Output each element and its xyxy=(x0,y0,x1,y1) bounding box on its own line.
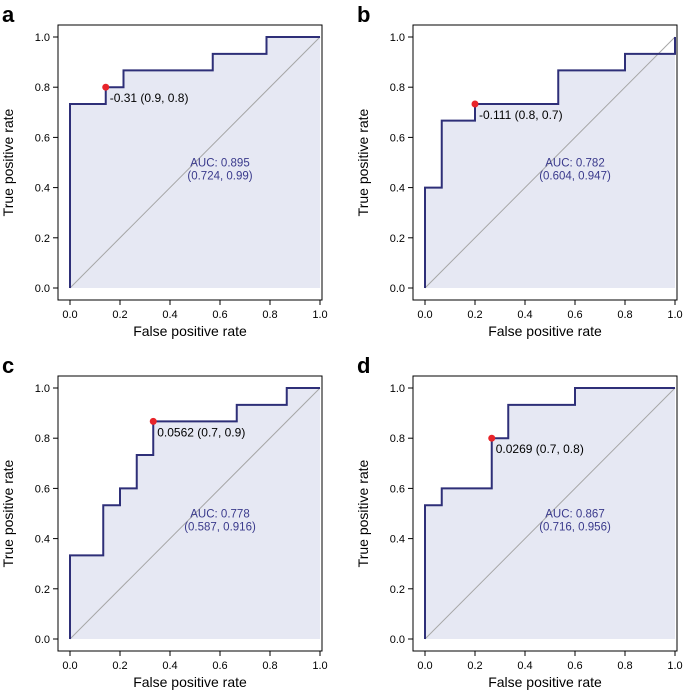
y-tick-label: 0.8 xyxy=(390,82,405,94)
auc-value-label: AUC: 0.895 xyxy=(190,157,249,169)
y-tick-label: 0.4 xyxy=(390,534,405,546)
optimal-cut-point xyxy=(102,83,110,91)
x-tick-label: 0.8 xyxy=(617,660,632,672)
cut-point-label: 0.0269 (0.7, 0.8) xyxy=(496,442,584,456)
y-tick-label: 0.6 xyxy=(390,483,405,495)
x-tick-label: 0.2 xyxy=(467,660,482,672)
y-tick-label: 0.4 xyxy=(35,183,50,195)
x-axis-label: False positive rate xyxy=(488,323,602,339)
cut-point-label: -0.31 (0.9, 0.8) xyxy=(110,91,189,105)
y-tick-label: 0.0 xyxy=(35,634,50,646)
y-axis-label: True positive rate xyxy=(355,108,371,216)
plot-frame xyxy=(57,24,323,301)
x-tick-label: 0.6 xyxy=(567,660,582,672)
x-tick-label: 0.2 xyxy=(112,660,127,672)
x-tick-label: 0.8 xyxy=(262,309,277,321)
panel-letter: c xyxy=(2,353,14,378)
y-tick-label: 0.4 xyxy=(35,534,50,546)
x-tick-label: 0.0 xyxy=(417,309,432,321)
x-tick-label: 0.6 xyxy=(212,660,227,672)
optimal-cut-point xyxy=(471,100,479,108)
y-tick-label: 0.4 xyxy=(390,183,405,195)
y-tick-label: 0.8 xyxy=(35,433,50,445)
plot-frame xyxy=(412,375,678,652)
plot-frame xyxy=(412,24,678,301)
y-tick-label: 0.0 xyxy=(390,283,405,295)
y-tick-label: 0.8 xyxy=(390,433,405,445)
x-tick-label: 0.8 xyxy=(617,309,632,321)
x-tick-label: 0.4 xyxy=(517,309,532,321)
plot-frame xyxy=(57,375,323,652)
diagonal-reference-line xyxy=(69,387,321,640)
auc-ci-label: (0.716, 0.956) xyxy=(539,521,611,533)
y-tick-label: 1.0 xyxy=(390,32,405,44)
auc-ci-label: (0.724, 0.99) xyxy=(187,170,252,182)
y-tick-label: 0.2 xyxy=(390,584,405,596)
cut-point-label: 0.0562 (0.7, 0.9) xyxy=(157,425,245,439)
x-tick-label: 0.4 xyxy=(162,309,177,321)
x-tick-label: 0.2 xyxy=(112,309,127,321)
y-tick-label: 0.8 xyxy=(35,82,50,94)
roc-curve xyxy=(424,37,676,288)
x-tick-label: 0.4 xyxy=(162,660,177,672)
cut-point-label: -0.111 (0.8, 0.7) xyxy=(479,108,563,122)
x-tick-label: 0.6 xyxy=(212,309,227,321)
optimal-cut-point xyxy=(488,434,496,442)
roc-curve xyxy=(69,387,320,639)
diagonal-reference-line xyxy=(424,387,676,640)
x-tick-label: 1.0 xyxy=(312,309,327,321)
roc-curve xyxy=(69,36,320,288)
y-tick-label: 1.0 xyxy=(390,383,405,395)
x-tick-label: 0.0 xyxy=(417,660,432,672)
x-tick-label: 0.0 xyxy=(62,309,77,321)
x-tick-label: 1.0 xyxy=(667,309,682,321)
y-tick-label: 0.0 xyxy=(35,283,50,295)
y-tick-label: 1.0 xyxy=(35,383,50,395)
y-tick-label: 0.6 xyxy=(35,483,50,495)
diagonal-reference-line xyxy=(69,36,321,289)
x-axis-label: False positive rate xyxy=(133,323,247,339)
roc-panel-d: d 0.0 0.0 0.2 0.2 0.4 0.4 0.6 0.6 0.8 0.8 1.0 1.0 Fal… xyxy=(355,353,683,690)
x-tick-label: 0.8 xyxy=(262,660,277,672)
x-tick-label: 1.0 xyxy=(667,660,682,672)
auc-value-label: AUC: 0.782 xyxy=(545,157,604,169)
x-tick-label: 1.0 xyxy=(312,660,327,672)
panel-letter: b xyxy=(357,2,370,27)
y-tick-label: 0.0 xyxy=(390,634,405,646)
panel-letter: d xyxy=(357,353,370,378)
x-axis-label: False positive rate xyxy=(488,674,602,690)
panel-letter: a xyxy=(2,2,15,27)
roc-panel-c: c 0.0 0.0 0.2 0.2 0.4 0.4 0.6 0.6 0.8 0.8 1.0 1.0 Fal… xyxy=(0,353,328,690)
optimal-cut-point xyxy=(149,417,157,425)
auc-value-label: AUC: 0.867 xyxy=(545,508,604,520)
x-tick-label: 0.2 xyxy=(467,309,482,321)
auc-ci-label: (0.587, 0.916) xyxy=(184,521,256,533)
y-tick-label: 0.6 xyxy=(390,132,405,144)
x-tick-label: 0.6 xyxy=(567,309,582,321)
y-tick-label: 0.2 xyxy=(35,584,50,596)
y-tick-label: 0.2 xyxy=(390,233,405,245)
y-tick-label: 0.6 xyxy=(35,132,50,144)
x-tick-label: 0.4 xyxy=(517,660,532,672)
roc-panel-a: a 0.0 0.0 0.2 0.2 0.4 0.4 0.6 0.6 0.8 0.8 1.0 1.0 Fal… xyxy=(0,2,328,339)
diagonal-reference-line xyxy=(424,36,676,289)
y-axis-label: True positive rate xyxy=(0,108,16,216)
auc-ci-label: (0.604, 0.947) xyxy=(539,170,611,182)
roc-panel-b: b 0.0 0.0 0.2 0.2 0.4 0.4 0.6 0.6 0.8 0.8 1.0 1.0 Fal… xyxy=(355,2,683,339)
x-tick-label: 0.0 xyxy=(62,660,77,672)
y-tick-label: 0.2 xyxy=(35,233,50,245)
y-tick-label: 1.0 xyxy=(35,32,50,44)
y-axis-label: True positive rate xyxy=(355,459,371,567)
y-axis-label: True positive rate xyxy=(0,459,16,567)
x-axis-label: False positive rate xyxy=(133,674,247,690)
auc-value-label: AUC: 0.778 xyxy=(190,508,249,520)
